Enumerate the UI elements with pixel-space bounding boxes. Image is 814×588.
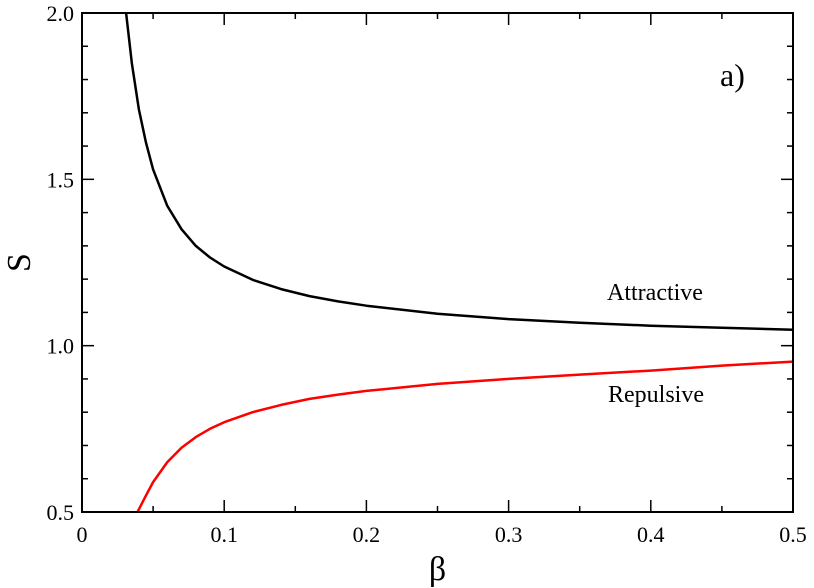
series-line-attractive (124, 12, 794, 331)
series-label-repulsive: Repulsive (608, 382, 704, 408)
series-label-attractive: Attractive (607, 280, 703, 306)
x-axis-label: β (429, 551, 446, 588)
x-tick-label: 0.1 (210, 522, 238, 547)
x-tick-label: 0.2 (353, 522, 381, 547)
series-line-repulsive (136, 360, 794, 513)
y-tick-label: 1.5 (47, 167, 75, 192)
x-tick-label: 0.4 (637, 522, 665, 547)
x-tick-label: 0.3 (495, 522, 523, 547)
y-tick-label: 0.5 (47, 500, 75, 525)
x-tick-label: 0 (77, 522, 88, 547)
y-axis-label: S (1, 253, 38, 272)
plot-frame (81, 12, 794, 513)
panel-label: a) (720, 57, 745, 93)
x-tick-label: 0.5 (779, 522, 807, 547)
plot-curves (124, 12, 794, 513)
x-axis: 0 0.1 0.2 0.3 0.4 0.5 (77, 13, 807, 547)
y-tick-label: 2.0 (47, 1, 75, 26)
y-tick-label: 1.0 (47, 334, 75, 359)
y-axis: 0.5 1.0 1.5 2.0 (47, 1, 793, 525)
